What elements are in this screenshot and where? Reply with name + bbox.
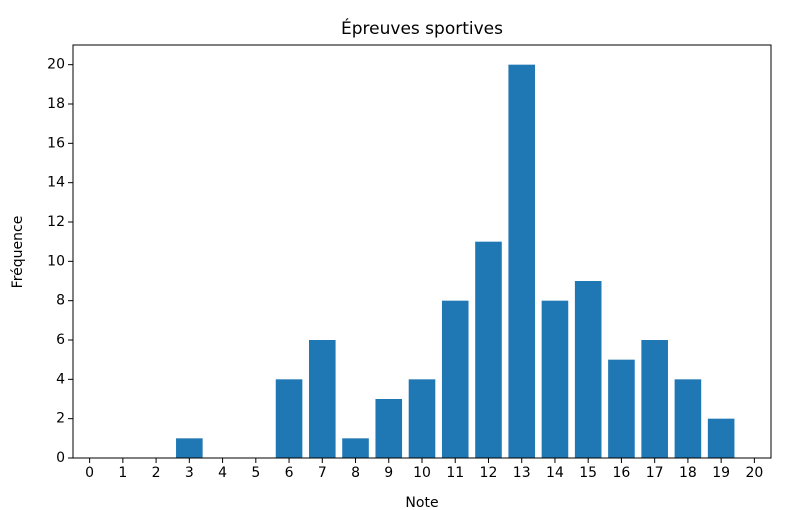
x-tick-label: 12 — [480, 465, 498, 481]
bar — [574, 281, 602, 458]
y-tick-label: 20 — [47, 57, 65, 73]
bar — [641, 340, 668, 458]
x-tick-label: 14 — [546, 465, 564, 481]
bar — [475, 241, 502, 458]
y-tick-label: 8 — [56, 293, 65, 309]
y-tick-label: 2 — [56, 411, 65, 427]
x-tick-label: 0 — [85, 465, 94, 481]
x-tick-label: 2 — [152, 465, 161, 481]
bar — [608, 359, 635, 458]
y-tick-label: 14 — [47, 175, 65, 191]
y-tick-label: 4 — [56, 371, 65, 387]
x-tick-label: 11 — [446, 465, 464, 481]
bar — [408, 379, 436, 458]
bar — [342, 438, 369, 458]
x-tick-label: 8 — [351, 465, 360, 481]
x-tick-label: 16 — [613, 465, 631, 481]
x-tick-label: 9 — [384, 465, 393, 481]
y-tick-label: 6 — [56, 332, 65, 348]
bar — [674, 379, 702, 458]
y-tick-label: 10 — [47, 253, 65, 269]
chart-title: Épreuves sportives — [341, 17, 503, 39]
bar — [541, 300, 569, 458]
bar — [441, 300, 469, 458]
x-tick-label: 18 — [679, 465, 697, 481]
bar — [275, 379, 303, 458]
x-tick-label: 17 — [646, 465, 664, 481]
bar — [707, 418, 735, 458]
x-tick-label: 4 — [218, 465, 227, 481]
y-tick-label: 12 — [47, 214, 65, 230]
y-tick-label: 16 — [47, 135, 65, 151]
bar — [375, 399, 403, 458]
y-axis-label: Fréquence — [10, 216, 26, 289]
x-tick-label: 19 — [712, 465, 730, 481]
x-tick-label: 5 — [251, 465, 260, 481]
x-tick-label: 1 — [118, 465, 127, 481]
y-tick-label: 0 — [56, 450, 65, 466]
x-tick-label: 13 — [513, 465, 531, 481]
bar — [308, 340, 336, 458]
x-tick-label: 15 — [579, 465, 597, 481]
bar — [508, 64, 536, 459]
x-tick-label: 6 — [285, 465, 294, 481]
x-tick-label: 3 — [185, 465, 194, 481]
plot-frame — [72, 44, 772, 459]
x-axis-label: Note — [405, 495, 438, 510]
x-tick-label: 20 — [745, 465, 763, 481]
bar — [176, 438, 203, 458]
x-tick-label: 7 — [318, 465, 327, 481]
y-tick-label: 18 — [47, 96, 65, 112]
x-tick-label: 10 — [413, 465, 431, 481]
